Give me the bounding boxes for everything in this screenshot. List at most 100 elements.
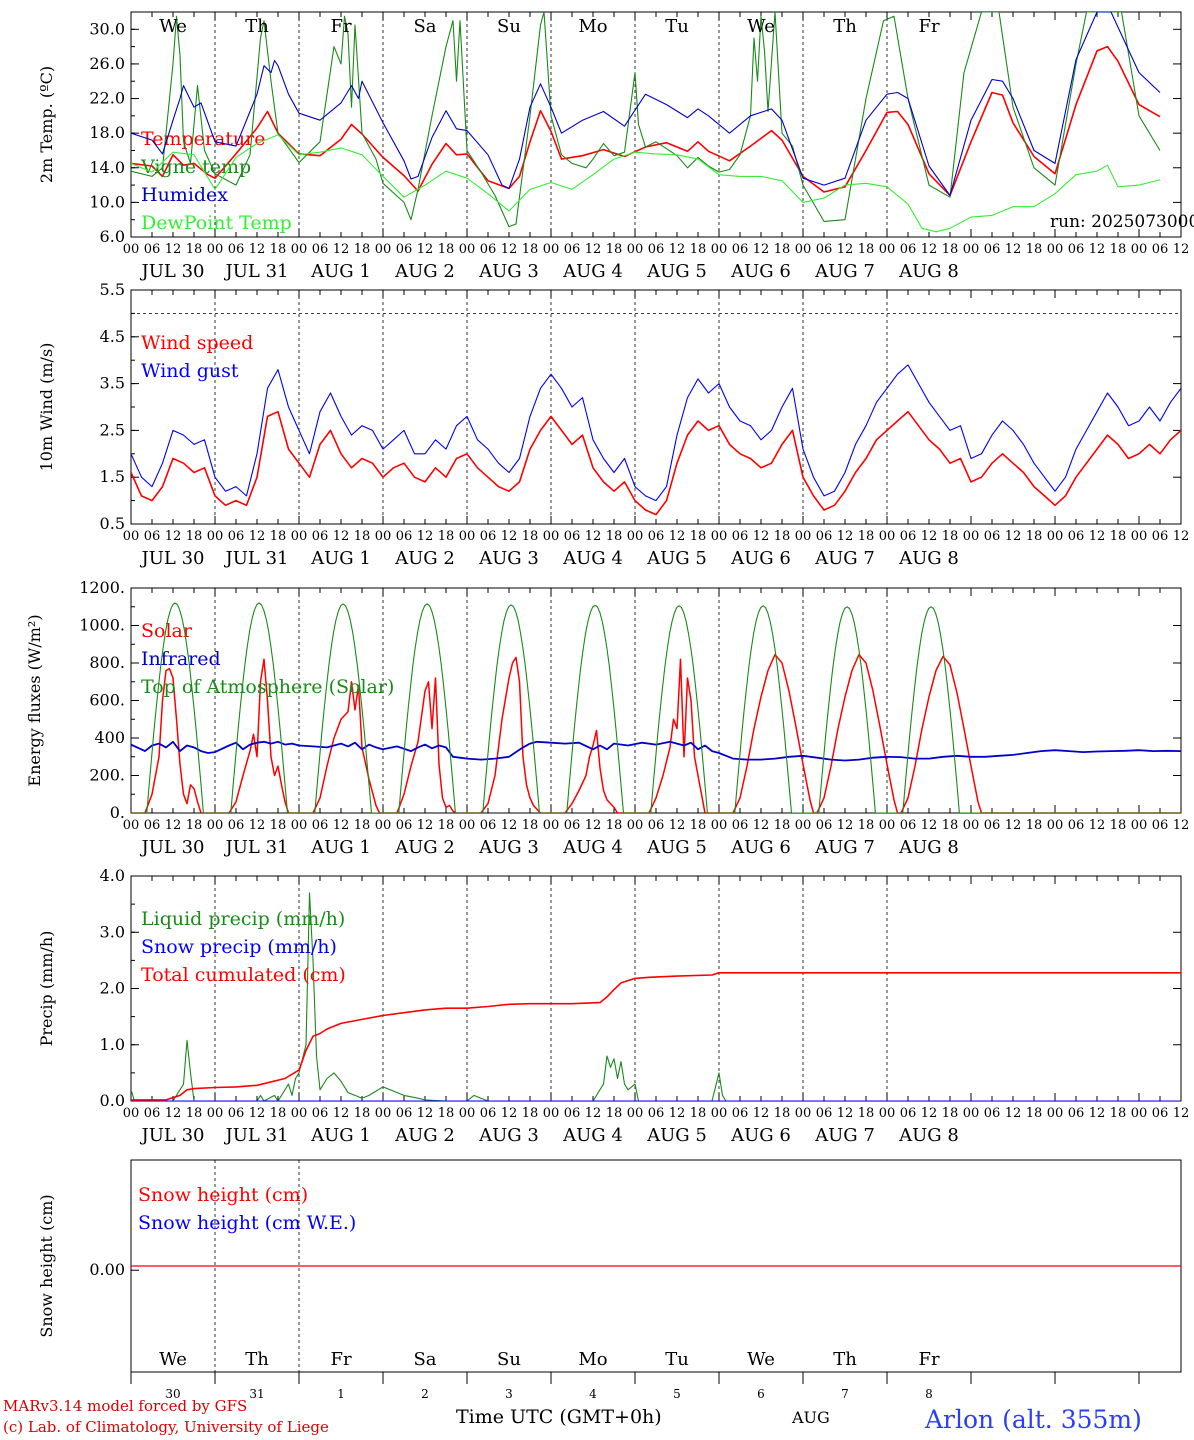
weekday-label: Mo — [578, 16, 607, 37]
y-axis-title: Snow height (cm) — [37, 1194, 56, 1337]
y-tick-label: 2.0 — [100, 979, 125, 998]
x-tick-label: 18 — [354, 1106, 371, 1121]
y-tick-label: 1000. — [79, 616, 125, 635]
day-number-label: 5 — [673, 1387, 681, 1401]
legend-entry: Vigne temp — [140, 156, 251, 178]
legend-entry: Total cumulated (cm) — [141, 964, 346, 986]
weekday-label: We — [747, 1349, 775, 1370]
x-tick-label: 00 — [291, 1106, 308, 1121]
x-tick-label: 06 — [396, 1106, 413, 1121]
x-tick-label: 12 — [753, 1106, 770, 1121]
x-tick-label: 12 — [249, 529, 266, 544]
x-tick-label: 18 — [270, 818, 287, 833]
x-tick-label: 12 — [1173, 242, 1190, 257]
x-tick-label: 00 — [207, 1106, 224, 1121]
date-label: AUG 7 — [814, 261, 875, 282]
x-tick-label: 06 — [984, 1106, 1001, 1121]
day-number-label: 7 — [841, 1387, 849, 1401]
date-label: AUG 3 — [478, 548, 539, 569]
footer-credit-lab: (c) Lab. of Climatology, University of L… — [3, 1418, 329, 1436]
weekday-label: Th — [245, 16, 269, 37]
x-tick-label: 00 — [375, 242, 392, 257]
x-tick-label: 06 — [228, 1106, 245, 1121]
legend-entry: Solar — [141, 620, 193, 642]
x-tick-label: 00 — [963, 1106, 980, 1121]
x-tick-label: 00 — [963, 242, 980, 257]
x-tick-label: 00 — [207, 818, 224, 833]
legend-entry: Infrared — [141, 648, 221, 670]
series-line-solar — [131, 653, 1181, 813]
x-tick-label: 18 — [186, 242, 203, 257]
date-label: JUL 30 — [140, 1125, 205, 1146]
x-tick-label: 12 — [1173, 529, 1190, 544]
panel-3: 00 06 12 18 00 06 12 18 00 06 12 18 00 06 12 18 00 06 12 18… — [25, 578, 1189, 858]
x-tick-label: 06 — [144, 242, 161, 257]
date-label: AUG 5 — [646, 837, 707, 858]
x-tick-label: 12 — [333, 1106, 350, 1121]
x-tick-label: 06 — [984, 242, 1001, 257]
series-line-temperature — [131, 45, 1161, 197]
x-tick-label: 00 — [879, 242, 896, 257]
weekday-label: Sa — [413, 1349, 436, 1370]
series-line-top-of-atmosphere-solar — [131, 602, 1181, 813]
series-line-humidex — [131, 12, 1161, 197]
x-tick-label: 12 — [165, 242, 182, 257]
weekday-label: Th — [833, 1349, 857, 1370]
x-tick-label: 06 — [144, 529, 161, 544]
x-tick-label: 00 — [795, 818, 812, 833]
x-tick-label: 06 — [732, 818, 749, 833]
date-label: JUL 31 — [224, 548, 289, 569]
x-tick-label: 00 — [543, 529, 560, 544]
date-label: AUG 1 — [310, 261, 371, 282]
x-tick-label: 06 — [564, 529, 581, 544]
x-tick-label: 12 — [1089, 818, 1106, 833]
x-tick-label: 12 — [1173, 1106, 1190, 1121]
x-tick-label: 06 — [900, 529, 917, 544]
x-tick-label: 00 — [1131, 818, 1148, 833]
x-tick-label: 18 — [858, 242, 875, 257]
x-tick-label: 00 — [291, 242, 308, 257]
x-tick-label: 06 — [312, 1106, 329, 1121]
x-tick-label: 12 — [837, 242, 854, 257]
x-tick-label: 06 — [1152, 1106, 1169, 1121]
x-tick-label: 12 — [333, 529, 350, 544]
weekday-label: Su — [497, 16, 521, 37]
x-tick-label: 18 — [858, 1106, 875, 1121]
weekday-label: Th — [245, 1349, 269, 1370]
y-tick-label: 400 — [94, 728, 125, 747]
legend-entry: Snow height (cm) — [138, 1184, 308, 1206]
x-tick-label: 06 — [312, 242, 329, 257]
x-tick-label: 06 — [564, 242, 581, 257]
x-tick-label: 18 — [774, 1106, 791, 1121]
x-tick-label: 18 — [522, 242, 539, 257]
x-tick-label: 00 — [543, 818, 560, 833]
date-label: AUG 8 — [898, 548, 959, 569]
y-tick-label: 1.0 — [100, 1035, 125, 1054]
x-tick-label: 12 — [1005, 1106, 1022, 1121]
weekday-label: We — [159, 16, 187, 37]
x-tick-label: 18 — [1026, 242, 1043, 257]
x-tick-label: 00 — [627, 242, 644, 257]
y-axis-title: 2m Temp. (ºC) — [37, 66, 56, 183]
x-tick-label: 12 — [165, 1106, 182, 1121]
x-tick-label: 18 — [186, 529, 203, 544]
day-number-label: 1 — [337, 1387, 345, 1401]
x-tick-label: 06 — [312, 818, 329, 833]
series-line-total-cumulated-cm — [131, 972, 1181, 1101]
x-tick-label: 06 — [1068, 818, 1085, 833]
x-tick-label: 18 — [438, 818, 455, 833]
x-tick-label: 06 — [228, 529, 245, 544]
x-tick-label: 06 — [900, 242, 917, 257]
x-tick-label: 00 — [375, 818, 392, 833]
x-tick-label: 00 — [627, 1106, 644, 1121]
x-tick-label: 18 — [1110, 1106, 1127, 1121]
date-label: AUG 6 — [730, 837, 791, 858]
x-tick-label: 06 — [480, 818, 497, 833]
series-line-liquid-precip-mm-h — [131, 892, 1181, 1101]
date-label: AUG 7 — [814, 548, 875, 569]
x-tick-label: 18 — [354, 529, 371, 544]
x-tick-label: 06 — [564, 818, 581, 833]
x-tick-label: 06 — [480, 529, 497, 544]
y-tick-label: 0. — [110, 803, 125, 822]
